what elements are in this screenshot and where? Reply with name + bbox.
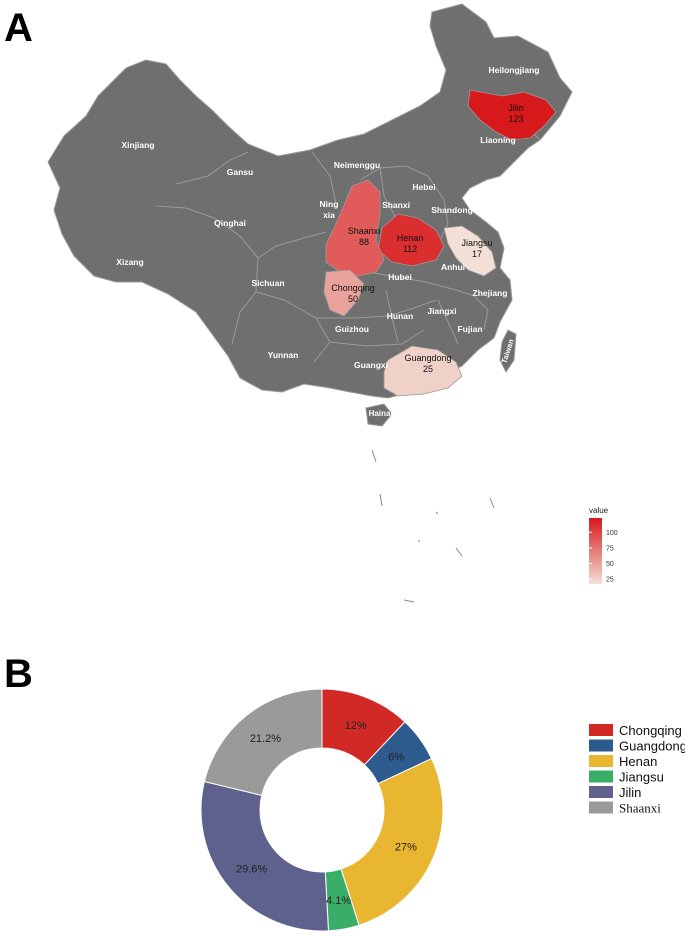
map-taiwan — [499, 329, 517, 373]
legend-swatch-chongqing — [589, 724, 613, 736]
legend-tick-label: 50 — [606, 561, 614, 568]
region-guangdong — [383, 345, 463, 397]
label-jilin-value: 123 — [508, 114, 523, 124]
label-jiangsu-value: 17 — [472, 249, 482, 259]
donut-label-shaanxi: 21.2% — [250, 733, 281, 745]
panel-letter-b: B — [4, 652, 33, 696]
region-jilin — [467, 89, 557, 141]
donut-label-jilin: 29.6% — [236, 863, 267, 875]
label-guizhou: Guizhou — [335, 324, 369, 334]
label-guangdong-value: 25 — [423, 364, 433, 374]
label-fujian: Fujian — [457, 324, 482, 334]
label-qinghai: Qinghai — [214, 218, 246, 228]
label-gansu: Gansu — [227, 167, 253, 177]
label-xizang: Xizang — [116, 257, 143, 267]
map-landmass — [47, 3, 573, 399]
label-guangdong-name: Guangdong — [404, 353, 451, 363]
label-henan-name: Henan — [397, 233, 424, 243]
label-guangxi: Guangxi — [354, 360, 388, 370]
legend-label-henan: Henan — [619, 754, 657, 769]
donut-slice-henan — [340, 757, 444, 926]
legend-title: value — [589, 506, 609, 515]
label-hainan: Hainan — [369, 409, 396, 418]
label-neimenggu: Neimenggu — [334, 160, 380, 170]
label-ningxia: Ning xia — [320, 199, 339, 220]
donut-slice-shaanxi — [203, 688, 323, 797]
label-shaanxi-name: Shaanxi — [348, 226, 381, 236]
legend-label-shaanxi: Shaanxi — [619, 801, 661, 816]
legend-colorbar — [589, 518, 602, 584]
label-xinjiang: Xinjiang — [121, 140, 154, 150]
label-chongqing-value: 50 — [348, 294, 358, 304]
map-hainan — [365, 403, 393, 427]
label-shanxi: Shanxi — [382, 200, 410, 210]
legend-label-jilin: Jilin — [619, 785, 641, 800]
map-color-legend: value 100 75 50 25 — [589, 506, 618, 584]
label-chongqing-name: Chongqing — [331, 283, 375, 293]
label-anhui: Anhui — [441, 262, 465, 272]
legend-swatch-shaanxi — [589, 801, 613, 814]
donut-chart: 12% 6% 27% 4.1% 29.6% 21.2% ChongqingGuangdon… — [200, 688, 685, 932]
donut-slice-jilin — [200, 780, 329, 932]
legend-swatch-jilin — [589, 786, 613, 798]
china-province-map: Heilongjiang Liaoning Xinjiang Gansu Nei… — [47, 3, 618, 603]
label-hunan: Hunan — [387, 311, 413, 321]
label-liaoning: Liaoning — [480, 135, 515, 145]
region-shaanxi — [325, 179, 385, 277]
legend-tick-label: 25 — [606, 577, 614, 584]
south-china-sea-marks — [371, 449, 495, 603]
label-sichuan: Sichuan — [251, 278, 284, 288]
panel-letter-a: A — [4, 6, 33, 50]
region-henan — [377, 213, 445, 267]
label-zhejiang: Zhejiang — [473, 288, 508, 298]
legend-swatch-guangdong — [589, 739, 613, 752]
legend-label-jiangsu: Jiangsu — [619, 770, 664, 785]
label-hebei: Hebei — [412, 182, 435, 192]
donut-label-chongqing: 12% — [345, 720, 367, 732]
legend-label-guangdong: Guangdong — [619, 739, 685, 754]
label-jiangxi: Jiangxi — [427, 306, 456, 316]
legend-tick-label: 100 — [606, 530, 618, 537]
legend-swatch-henan — [589, 755, 613, 767]
label-shaanxi-value: 88 — [359, 237, 369, 247]
label-henan-value: 112 — [403, 244, 417, 254]
map-boundaries — [155, 107, 541, 363]
donut-label-henan: 27% — [395, 842, 417, 854]
label-heilongjiang: Heilongjiang — [489, 65, 540, 75]
donut-label-jiangsu: 4.1% — [326, 895, 351, 907]
label-shandong: Shandong — [431, 205, 473, 215]
label-jiangsu-name: Jiangsu — [461, 238, 492, 248]
label-yunnan: Yunnan — [268, 350, 299, 360]
legend-tick-label: 75 — [606, 545, 614, 552]
label-jilin-name: Jilin — [508, 103, 524, 113]
label-hubei: Hubei — [388, 272, 412, 282]
legend-swatch-jiangsu — [589, 770, 613, 783]
region-jiangsu — [443, 225, 497, 277]
legend-label-chongqing: Chongqing — [619, 723, 682, 738]
region-chongqing — [323, 269, 365, 317]
donut-label-guangdong: 6% — [388, 751, 404, 763]
